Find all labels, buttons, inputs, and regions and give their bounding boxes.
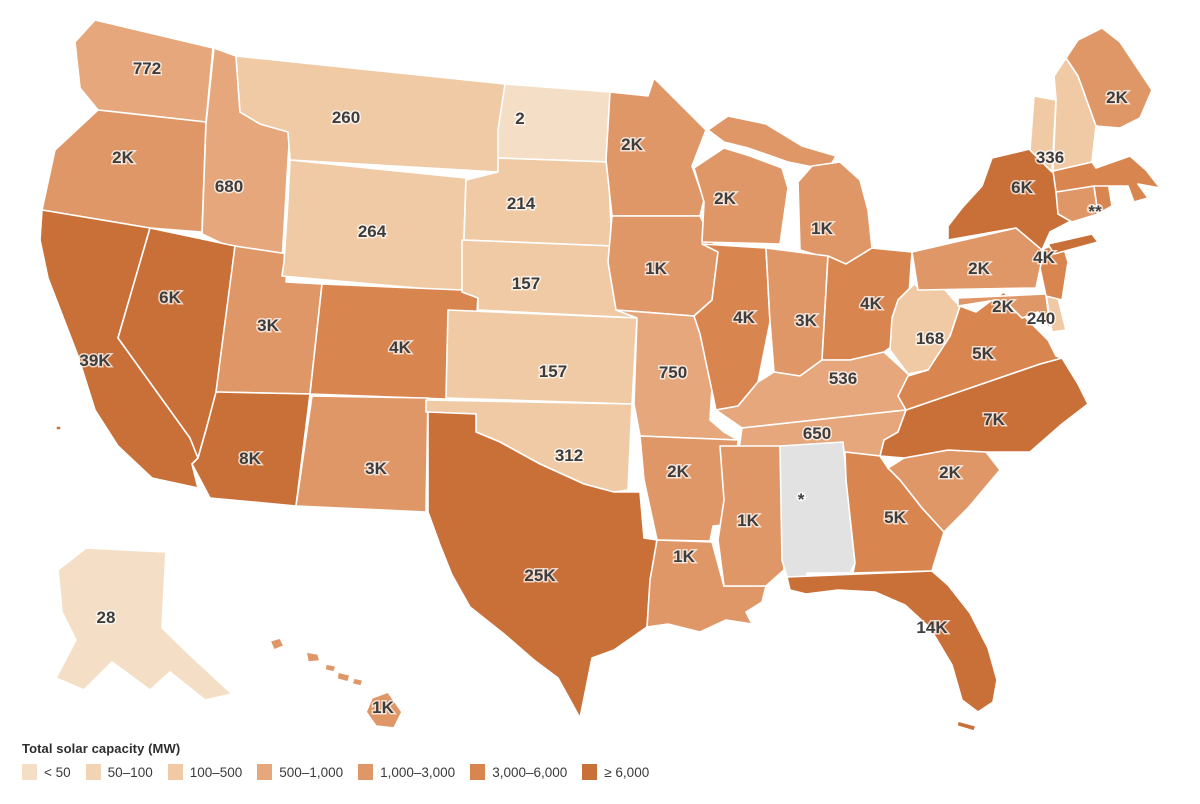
- state-NY[interactable]: New York: [1047, 233, 1099, 255]
- state-HI[interactable]: Hawaii: [324, 663, 337, 673]
- state-PA[interactable]: Pennsylvania: [911, 227, 1045, 291]
- state-AL[interactable]: Alabama: [779, 441, 856, 593]
- state-IA[interactable]: Iowa: [607, 215, 719, 317]
- legend-bin-label: 500–1,000: [279, 764, 344, 780]
- legend-bin-label: 100–500: [189, 764, 243, 780]
- legend-swatch-icon: [85, 764, 101, 780]
- state-HI[interactable]: Hawaii: [269, 637, 285, 651]
- state-HI[interactable]: Hawaii: [305, 651, 321, 663]
- state-MA[interactable]: Massachusetts: [1052, 155, 1161, 203]
- legend-item-4: 1,000–3,000: [358, 764, 455, 780]
- state-CA[interactable]: California: [55, 425, 62, 431]
- state-ND[interactable]: North Dakota: [497, 83, 611, 163]
- state-HI[interactable]: Hawaii: [365, 691, 403, 729]
- state-IN[interactable]: Indiana: [765, 247, 829, 377]
- legend-item-2: 100–500: [167, 764, 243, 780]
- state-WY[interactable]: Wyoming: [281, 159, 467, 293]
- state-NM[interactable]: New Mexico: [295, 395, 429, 513]
- legend-swatch-icon: [582, 764, 598, 780]
- state-FL[interactable]: Florida: [956, 720, 977, 732]
- legend-bin-label: 1,000–3,000: [380, 764, 456, 780]
- legend-bin-label: 3,000–6,000: [492, 764, 568, 780]
- legend-items: < 50 50–100 100–500 500–1,000 1,000–3,000 3,0…: [22, 764, 649, 780]
- legend-item-1: 50–100: [85, 764, 153, 780]
- state-AK[interactable]: Alaska: [55, 547, 233, 701]
- state-MI[interactable]: Michigan: [797, 161, 873, 265]
- state-KS[interactable]: Kansas: [445, 309, 638, 405]
- legend-bin-label: 50–100: [107, 764, 153, 780]
- state-HI[interactable]: Hawaii: [351, 677, 364, 687]
- state-GA[interactable]: Georgia: [844, 451, 945, 574]
- state-WA[interactable]: Washington: [74, 19, 214, 123]
- states-layer: WashingtonOregonCaliforniaCaliforniaIdah…: [39, 19, 1161, 732]
- legend-swatch-icon: [470, 764, 486, 780]
- legend-swatch-icon: [22, 764, 37, 780]
- legend-item-0: < 50: [22, 764, 71, 780]
- legend: Total solar capacity (MW) < 50 50–100 100–…: [22, 741, 649, 780]
- legend-title: Total solar capacity (MW): [22, 741, 181, 756]
- legend-bin-label: < 50: [44, 764, 71, 780]
- legend-swatch-icon: [167, 764, 183, 780]
- state-VT[interactable]: Vermont: [1029, 95, 1057, 173]
- state-HI[interactable]: Hawaii: [336, 671, 351, 683]
- legend-item-5: 3,000–6,000: [470, 764, 567, 780]
- state-ME[interactable]: Maine: [1065, 27, 1153, 129]
- legend-swatch-icon: [257, 764, 273, 780]
- legend-item-6: ≥ 6,000: [582, 764, 649, 780]
- state-WI[interactable]: Wisconsin: [693, 147, 789, 245]
- state-FL[interactable]: Florida: [786, 570, 998, 713]
- legend-item-3: 500–1,000: [257, 764, 343, 780]
- state-AZ[interactable]: Arizona: [191, 391, 311, 507]
- legend-swatch-icon: [358, 764, 374, 780]
- state-MN[interactable]: Minnesota: [605, 77, 707, 217]
- state-MS[interactable]: Mississippi: [717, 445, 785, 587]
- state-NC[interactable]: North Carolina: [879, 357, 1089, 459]
- legend-bin-label: ≥ 6,000: [604, 764, 650, 780]
